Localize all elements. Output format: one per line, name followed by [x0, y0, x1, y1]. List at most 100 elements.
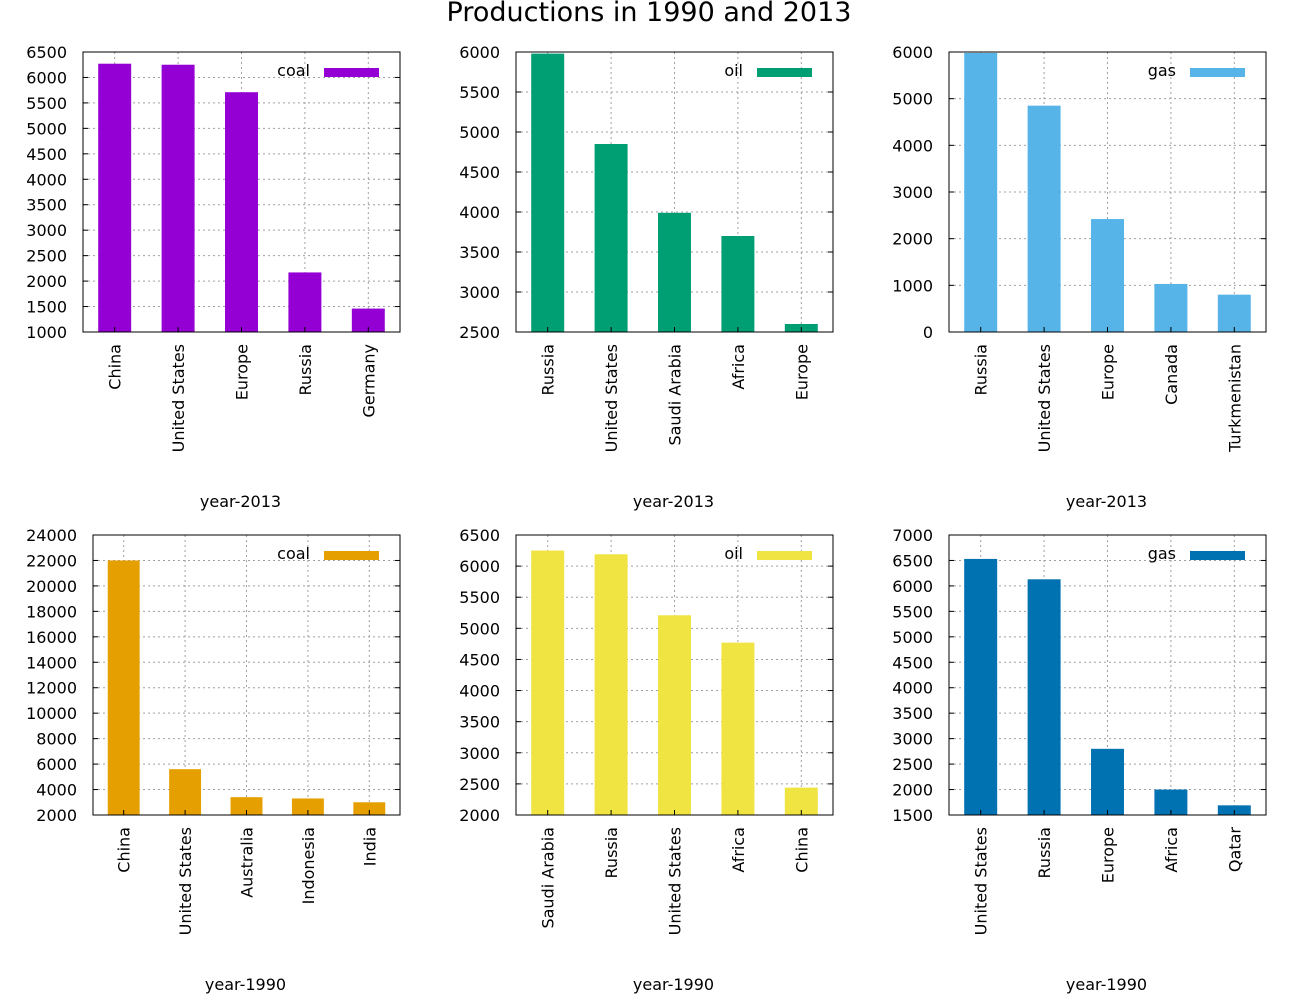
y-tick-label: 4000 [26, 170, 67, 189]
y-tick-label: 2500 [26, 247, 67, 266]
legend-swatch [757, 68, 812, 77]
plot-frame [92, 534, 401, 816]
y-tick-label: 3500 [459, 243, 500, 262]
y-tick-label: 4000 [892, 136, 933, 155]
bar-russia [594, 554, 628, 815]
x-tick-label: Africa [729, 827, 748, 873]
bar-saudi-arabia [531, 550, 565, 815]
x-tick-label: Qatar [1225, 827, 1244, 872]
y-tick-label: 6500 [892, 551, 933, 570]
x-axis-label: year-1990 [1066, 975, 1147, 994]
bar-united-states [964, 558, 998, 815]
bar-russia [531, 53, 565, 332]
x-tick-label: Australia [238, 827, 257, 898]
x-tick-label: Europe [1099, 344, 1118, 400]
plot-frame [82, 51, 401, 333]
y-tick-label: 5500 [26, 94, 67, 113]
y-tick-label: 3000 [459, 283, 500, 302]
y-tick-label: 3000 [459, 744, 500, 763]
legend-label: gas [1148, 544, 1176, 563]
y-tick-label: 1500 [26, 298, 67, 317]
y-tick-label: 6000 [892, 43, 933, 62]
x-tick-label: Turkmenistan [1225, 344, 1244, 453]
y-tick-label: 5000 [459, 123, 500, 142]
legend-swatch [757, 551, 812, 560]
x-tick-label: Africa [729, 344, 748, 390]
y-tick-label: 5000 [892, 90, 933, 109]
y-tick-label: 2000 [36, 806, 77, 825]
y-tick-label: 4000 [36, 781, 77, 800]
bar-united-states [594, 144, 628, 332]
x-tick-label: Russia [1035, 827, 1054, 878]
legend-label: gas [1148, 61, 1176, 80]
figure-title: Productions in 1990 and 2013 [447, 0, 852, 28]
y-tick-label: 5000 [459, 619, 500, 638]
bar-europe [1091, 748, 1124, 815]
y-tick-label: 2000 [459, 806, 500, 825]
x-axis-label: year-2013 [633, 492, 714, 511]
y-tick-label: 0 [923, 323, 933, 342]
bar-africa [721, 642, 755, 815]
x-tick-label: Europe [1099, 827, 1118, 883]
bar-germany [351, 308, 385, 332]
plot-frame [515, 534, 834, 816]
bar-turkmenistan [1217, 294, 1251, 332]
y-tick-label: 1000 [892, 276, 933, 295]
y-tick-label: 4500 [26, 145, 67, 164]
legend-swatch [324, 551, 379, 560]
legend-swatch [324, 68, 379, 77]
plot-frame [948, 51, 1267, 333]
x-tick-label: Canada [1162, 344, 1181, 405]
x-tick-label: India [360, 827, 379, 866]
bar-indonesia [291, 798, 324, 815]
x-tick-label: Russia [972, 344, 991, 395]
x-tick-label: Saudi Arabia [539, 827, 558, 929]
x-axis-label: year-1990 [633, 975, 714, 994]
x-tick-label: China [106, 344, 125, 390]
legend-label: coal [277, 61, 310, 80]
y-tick-label: 1500 [892, 806, 933, 825]
y-tick-label: 6000 [892, 577, 933, 596]
x-tick-label: Russia [602, 827, 621, 878]
x-tick-label: China [792, 827, 811, 873]
bar-china [98, 63, 132, 332]
x-tick-label: Germany [359, 344, 378, 418]
bar-saudi-arabia [658, 212, 691, 332]
y-tick-label: 24000 [26, 526, 77, 545]
y-tick-label: 6000 [26, 68, 67, 87]
x-axis-label: year-2013 [1066, 492, 1147, 511]
y-tick-label: 2000 [892, 781, 933, 800]
y-tick-label: 18000 [26, 602, 77, 621]
y-tick-label: 4000 [459, 682, 500, 701]
y-tick-label: 2000 [892, 230, 933, 249]
y-tick-label: 6000 [36, 755, 77, 774]
chart-panel-5: 1500 2000 2500 3000 3500 4000 4500 5000 5500 6000… [892, 526, 1267, 994]
chart-panel-3: 2000 4000 6000 8000 10000 12000 14000 16000 1800… [26, 526, 401, 994]
bar-australia [230, 797, 263, 815]
y-tick-label: 10000 [26, 704, 77, 723]
y-tick-label: 6500 [459, 526, 500, 545]
x-tick-label: Saudi Arabia [666, 344, 685, 446]
y-tick-label: 3500 [459, 713, 500, 732]
bar-europe [225, 92, 258, 332]
x-tick-label: Russia [539, 344, 558, 395]
y-tick-label: 2500 [459, 323, 500, 342]
bar-india [353, 802, 386, 815]
chart-panel-1: 2500 3000 3500 4000 4500 5000 5500 6000 Russia Un… [459, 43, 834, 511]
plot-frame [948, 534, 1267, 816]
y-tick-label: 4000 [892, 679, 933, 698]
y-tick-label: 2000 [26, 272, 67, 291]
y-tick-label: 5500 [459, 588, 500, 607]
y-tick-label: 2500 [892, 755, 933, 774]
y-tick-label: 4500 [459, 650, 500, 669]
y-tick-label: 5000 [892, 628, 933, 647]
y-tick-label: 22000 [26, 551, 77, 570]
bar-united-states [169, 769, 202, 815]
chart-panel-2: 0 1000 2000 3000 4000 5000 6000 Russia United St… [892, 43, 1267, 511]
plot-frame [515, 51, 834, 333]
y-tick-label: 20000 [26, 577, 77, 596]
legend-label: oil [724, 544, 743, 563]
y-tick-label: 3000 [892, 183, 933, 202]
y-tick-label: 6000 [459, 557, 500, 576]
